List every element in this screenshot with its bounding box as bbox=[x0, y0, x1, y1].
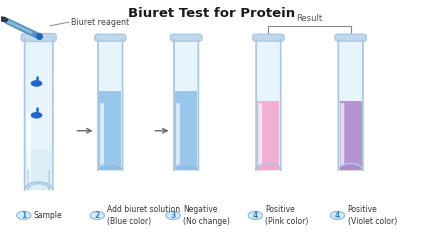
Ellipse shape bbox=[0, 17, 8, 22]
Bar bbox=[99, 91, 121, 170]
Text: Result: Result bbox=[297, 14, 323, 23]
Circle shape bbox=[90, 211, 104, 220]
Text: Sample: Sample bbox=[34, 211, 63, 220]
Polygon shape bbox=[256, 39, 280, 170]
FancyBboxPatch shape bbox=[98, 39, 123, 170]
Circle shape bbox=[166, 211, 180, 220]
Text: 2: 2 bbox=[95, 211, 100, 220]
Polygon shape bbox=[26, 182, 52, 190]
Polygon shape bbox=[258, 163, 279, 170]
Text: (Blue color): (Blue color) bbox=[107, 217, 151, 226]
FancyBboxPatch shape bbox=[256, 39, 280, 170]
Text: Biuret Test for Protein: Biuret Test for Protein bbox=[128, 7, 295, 20]
Text: (No change): (No change) bbox=[183, 217, 230, 226]
Text: 3: 3 bbox=[170, 211, 176, 220]
Polygon shape bbox=[340, 163, 362, 170]
FancyBboxPatch shape bbox=[341, 103, 344, 166]
Text: Add biuret solution: Add biuret solution bbox=[107, 204, 181, 214]
FancyBboxPatch shape bbox=[100, 103, 104, 166]
Bar bbox=[175, 91, 197, 170]
FancyBboxPatch shape bbox=[258, 103, 262, 166]
FancyBboxPatch shape bbox=[338, 39, 363, 170]
Text: (Violet color): (Violet color) bbox=[348, 217, 397, 226]
Polygon shape bbox=[25, 39, 53, 190]
Circle shape bbox=[16, 211, 31, 220]
Text: (Pink color): (Pink color) bbox=[266, 217, 309, 226]
Circle shape bbox=[31, 80, 42, 87]
Circle shape bbox=[31, 112, 42, 119]
Text: 4: 4 bbox=[335, 211, 340, 220]
FancyBboxPatch shape bbox=[176, 103, 180, 166]
Text: Positive: Positive bbox=[348, 204, 377, 214]
Text: Positive: Positive bbox=[266, 204, 295, 214]
FancyBboxPatch shape bbox=[27, 114, 31, 186]
FancyBboxPatch shape bbox=[170, 34, 202, 41]
Bar bbox=[340, 101, 362, 170]
FancyBboxPatch shape bbox=[95, 34, 126, 41]
Polygon shape bbox=[175, 163, 197, 170]
Bar bbox=[26, 150, 52, 190]
Text: Negative: Negative bbox=[183, 204, 218, 214]
Text: Biuret reagent: Biuret reagent bbox=[71, 18, 129, 27]
Polygon shape bbox=[338, 39, 363, 170]
FancyBboxPatch shape bbox=[335, 34, 366, 41]
Polygon shape bbox=[174, 39, 198, 170]
Polygon shape bbox=[98, 39, 123, 170]
FancyBboxPatch shape bbox=[21, 34, 56, 42]
Polygon shape bbox=[99, 163, 121, 170]
FancyBboxPatch shape bbox=[25, 39, 53, 190]
FancyBboxPatch shape bbox=[253, 34, 284, 41]
Text: 4: 4 bbox=[253, 211, 258, 220]
Circle shape bbox=[330, 211, 345, 220]
FancyBboxPatch shape bbox=[174, 39, 198, 170]
Circle shape bbox=[248, 211, 263, 220]
Text: 1: 1 bbox=[21, 211, 26, 220]
Bar bbox=[258, 101, 279, 170]
